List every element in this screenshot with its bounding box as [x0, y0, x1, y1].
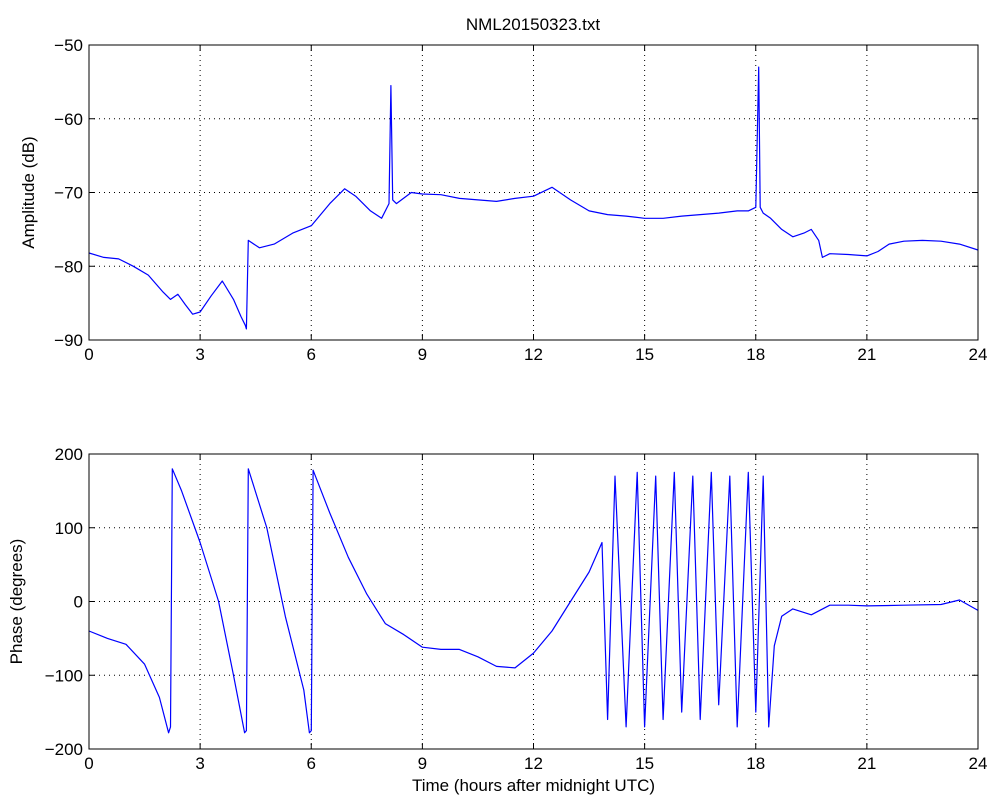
- y-tick-label: −80: [54, 257, 83, 276]
- x-tick-label: 24: [969, 345, 988, 364]
- x-tick-label: 18: [746, 345, 765, 364]
- x-tick-label: 6: [307, 754, 316, 773]
- x-tick-label: 6: [307, 345, 316, 364]
- y-tick-label: −50: [54, 36, 83, 55]
- y-tick-label: −200: [45, 740, 83, 759]
- y-tick-label: 0: [74, 593, 83, 612]
- x-tick-label: 21: [857, 754, 876, 773]
- y-tick-label: −60: [54, 110, 83, 129]
- y-tick-label: −90: [54, 331, 83, 350]
- x-tick-label: 9: [418, 345, 427, 364]
- x-tick-label: 15: [635, 345, 654, 364]
- amplitude-plot: 0 3 6 9 12 15 18 21 24 −90 −80 −70 −60 −50 Amplitude (…: [19, 36, 987, 364]
- phase-plot: 0 3 6 9 12 15 18 21 24 −200 −100 0 100 200 Phase (degr…: [7, 445, 987, 795]
- y-axis-label: Phase (degrees): [7, 539, 26, 665]
- x-tick-label: 12: [524, 345, 543, 364]
- y-tick-label: −70: [54, 184, 83, 203]
- x-tick-label: 3: [195, 345, 204, 364]
- data-series-line: [88, 66, 979, 330]
- y-tick-label: −100: [45, 666, 83, 685]
- y-tick-label: 200: [55, 445, 83, 464]
- y-tick-label: 100: [55, 519, 83, 538]
- y-axis-label: Amplitude (dB): [19, 136, 38, 248]
- x-tick-label: 0: [84, 345, 93, 364]
- data-series-line: [88, 468, 979, 734]
- x-tick-label: 21: [857, 345, 876, 364]
- chart-title: NML20150323.txt: [466, 15, 600, 34]
- x-tick-label: 3: [195, 754, 204, 773]
- x-tick-label: 12: [524, 754, 543, 773]
- x-tick-label: 9: [418, 754, 427, 773]
- x-tick-label: 18: [746, 754, 765, 773]
- x-tick-label: 15: [635, 754, 654, 773]
- x-tick-label: 0: [84, 754, 93, 773]
- x-axis-label: Time (hours after midnight UTC): [412, 776, 655, 795]
- x-tick-label: 24: [969, 754, 988, 773]
